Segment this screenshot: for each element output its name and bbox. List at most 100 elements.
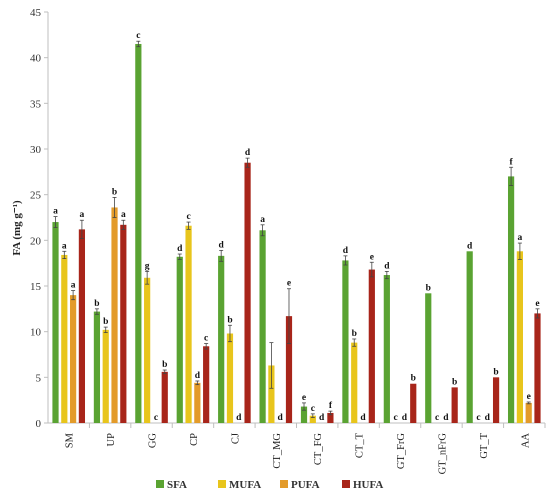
significance-label: f (510, 157, 514, 167)
significance-label: g (145, 261, 150, 271)
y-tick-label: 45 (30, 7, 42, 19)
bar-sfa (218, 255, 225, 423)
significance-label: c (435, 413, 439, 423)
significance-label: a (518, 233, 523, 243)
significance-label: a (53, 207, 58, 217)
bar-hufa (368, 269, 375, 423)
legend-label-hufa: HUFA (353, 479, 383, 491)
y-tick-label: 20 (30, 235, 42, 247)
significance-label: e (287, 279, 291, 289)
significance-label: a (80, 210, 85, 220)
legend: SFA MUFA PUFA HUFA (156, 479, 383, 491)
significance-label: b (103, 317, 108, 327)
x-category-label: CT_FG (313, 433, 324, 466)
significance-label: b (452, 377, 457, 387)
x-category-label: CJ (230, 433, 241, 444)
significance-label: d (219, 240, 225, 250)
bar-mufa (268, 365, 275, 423)
y-tick-label: 40 (30, 53, 42, 65)
significance-label: c (311, 404, 315, 414)
bar-hufa (78, 229, 86, 423)
significance-label: f (329, 401, 333, 411)
significance-label: b (227, 315, 232, 325)
significance-label: b (426, 283, 431, 293)
bar-hufa (534, 313, 541, 423)
x-category-label: CT_T (355, 432, 366, 458)
legend-swatch-mufa (218, 480, 226, 488)
legend-label-mufa: MUFA (229, 479, 261, 491)
labels-layer: SMaaaaUPbbbaGGcgcbCPdcdcCJdbddCT_MGadeCT… (53, 31, 539, 474)
significance-label: c (204, 334, 208, 344)
significance-label: c (186, 212, 190, 222)
bar-pufa (70, 295, 77, 423)
bar-hufa (327, 412, 334, 423)
bar-sfa (93, 311, 101, 423)
y-tick-label: 5 (36, 372, 42, 384)
bar-hufa (203, 346, 210, 423)
bar-sfa (259, 230, 266, 423)
y-tick-label: 10 (30, 327, 42, 339)
significance-label: b (112, 187, 117, 197)
bar-sfa (383, 275, 390, 423)
bar-hufa (244, 162, 251, 423)
significance-label: d (384, 261, 390, 271)
significance-label: d (360, 413, 366, 423)
legend-swatch-hufa (342, 480, 350, 488)
significance-label: d (245, 148, 251, 158)
x-category-label: GT_FrG (396, 433, 407, 470)
x-category-label: SM (65, 432, 76, 448)
bar-mufa (61, 254, 68, 423)
bar-sfa (52, 222, 59, 423)
x-category-label: CT_MG (272, 433, 283, 469)
x-category-label: GT_nFrG (437, 433, 448, 475)
legend-label-pufa: PUFA (291, 479, 320, 491)
bar-mufa (144, 277, 151, 423)
y-axis-label: FA (mg g⁻¹) (11, 200, 23, 256)
significance-label: a (71, 281, 76, 291)
x-category-label: GG (148, 433, 159, 449)
significance-label: e (302, 393, 306, 403)
significance-label: d (236, 413, 242, 423)
significance-label: b (352, 329, 357, 339)
bar-hufa (410, 383, 417, 423)
significance-label: d (443, 413, 449, 423)
bar-sfa (176, 256, 183, 423)
bar-mufa (102, 329, 109, 423)
y-tick-label: 30 (30, 144, 42, 156)
significance-label: d (278, 413, 284, 423)
significance-label: b (411, 374, 416, 384)
significance-label: e (535, 299, 539, 309)
significance-label: c (476, 413, 480, 423)
significance-label: b (162, 360, 167, 370)
bar-sfa (425, 293, 432, 423)
significance-label: e (527, 392, 531, 402)
significance-label: a (260, 215, 265, 225)
significance-label: d (485, 413, 491, 423)
bar-mufa (351, 342, 358, 423)
bar-hufa (120, 224, 127, 423)
bar-hufa (451, 387, 458, 423)
significance-label: a (121, 210, 126, 220)
bar-hufa (285, 316, 293, 423)
significance-label: d (177, 244, 183, 254)
legend-swatch-pufa (280, 480, 288, 488)
significance-label: d (319, 413, 325, 423)
significance-label: b (94, 299, 99, 309)
y-tick-label: 25 (30, 190, 42, 202)
significance-label: c (136, 31, 140, 41)
bar-sfa (507, 176, 515, 423)
legend-swatch-sfa (156, 480, 164, 488)
y-tick-label: 0 (36, 418, 42, 430)
legend-label-sfa: SFA (167, 479, 187, 491)
bar-hufa (492, 377, 500, 423)
x-category-label: CP (189, 433, 200, 446)
significance-label: e (370, 252, 374, 262)
x-category-label: GT_T (479, 432, 490, 458)
y-tick-label: 15 (30, 281, 42, 293)
bar-sfa (300, 406, 308, 423)
bar-sfa (466, 251, 473, 423)
bar-sfa (135, 43, 142, 423)
significance-label: c (154, 413, 158, 423)
